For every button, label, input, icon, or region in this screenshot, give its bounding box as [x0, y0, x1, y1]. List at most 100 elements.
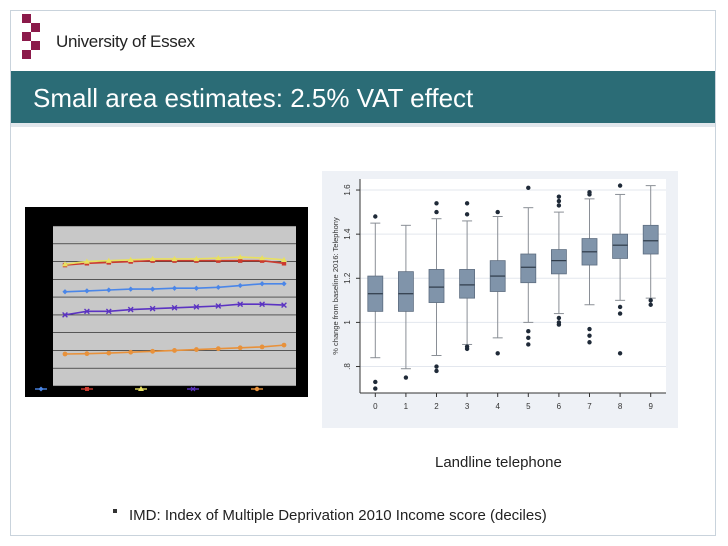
x-tick-label: 8 [618, 402, 623, 411]
box-5 [520, 185, 537, 347]
data-point [193, 303, 200, 310]
x-tick-label: 1 [404, 402, 409, 411]
outlier-point [373, 386, 378, 391]
outlier-point [526, 342, 531, 347]
data-point [128, 349, 134, 355]
outlier-point [556, 315, 562, 321]
data-point [150, 348, 155, 354]
data-point [172, 348, 177, 353]
data-point-stroke [193, 303, 200, 310]
data-point-stroke [127, 306, 134, 313]
outlier-point [617, 304, 623, 310]
data-point-stroke [62, 311, 68, 318]
outlier-point [373, 214, 378, 219]
data-point-stroke [84, 308, 90, 315]
x-tick-label: 3 [465, 402, 470, 411]
data-point-stroke [237, 301, 244, 308]
outlier-point [617, 311, 623, 316]
box-body [642, 224, 659, 255]
box-3 [459, 201, 476, 352]
data-point [171, 255, 178, 262]
x-tick-label: 0 [373, 402, 378, 411]
data-point [171, 285, 178, 291]
outlier-point [556, 194, 562, 199]
y-tick-label: 1.4 [343, 228, 352, 240]
data-point [62, 261, 68, 267]
outlier-point [373, 379, 378, 385]
data-point-stroke [105, 308, 112, 315]
bullet-marker [113, 509, 117, 514]
outlier-point [434, 209, 439, 215]
outlier-point [434, 201, 439, 206]
data-point [237, 254, 244, 260]
x-tick-label: 5 [526, 402, 531, 411]
box-body [398, 271, 414, 312]
y-tick-label: .8 [343, 363, 352, 370]
data-point [84, 308, 90, 315]
data-point [62, 289, 68, 295]
outlier-point [526, 185, 531, 191]
logo-square [22, 14, 31, 23]
data-point [149, 305, 156, 312]
data-point-stroke [149, 305, 156, 312]
outlier-point [587, 326, 592, 332]
data-point [281, 342, 287, 348]
outlier-point [587, 340, 592, 345]
data-point-stroke [281, 302, 287, 309]
data-point [127, 256, 134, 262]
data-point [106, 350, 112, 356]
x-tick-label: 2 [434, 402, 439, 411]
box-body [428, 269, 445, 303]
data-point [84, 351, 90, 357]
box-7 [581, 190, 598, 345]
box-1 [398, 224, 414, 380]
data-point-stroke [259, 301, 265, 308]
outlier-point [587, 333, 592, 338]
title-bar: Small area estimates: 2.5% VAT effect [11, 71, 715, 127]
data-point [193, 255, 200, 262]
university-name: University of Essex [56, 32, 195, 51]
y-tick-label: 1 [343, 320, 352, 325]
outlier-point [556, 203, 562, 208]
data-point [171, 304, 178, 311]
data-point [216, 258, 221, 263]
data-point [62, 311, 68, 318]
logo-square [22, 50, 31, 59]
data-point [281, 261, 287, 266]
outlier-point [648, 302, 653, 307]
data-point [259, 301, 265, 308]
data-point [238, 258, 243, 263]
x-tick-label: 6 [557, 402, 562, 411]
legend-marker [138, 386, 144, 391]
data-point [106, 287, 112, 293]
slide-frame [10, 10, 716, 536]
data-point [259, 258, 265, 263]
data-point [215, 346, 221, 352]
legend-marker [38, 386, 44, 392]
box-0 [367, 214, 384, 391]
data-point [259, 255, 266, 261]
box-body [459, 269, 476, 299]
data-point [215, 255, 222, 261]
slide-title: Small area estimates: 2.5% VAT effect [33, 83, 474, 113]
x-tick-label: 4 [495, 402, 500, 411]
data-point [105, 257, 112, 263]
outlier-point [526, 335, 531, 341]
line-chart [25, 207, 308, 397]
outlier-point [556, 320, 562, 325]
y-tick-label: 1.6 [343, 184, 352, 196]
outlier-point [617, 183, 623, 188]
legend-marker [254, 386, 260, 392]
outlier-point [587, 190, 592, 195]
box-4 [489, 209, 506, 356]
box-body [550, 249, 567, 275]
outlier-point [464, 201, 470, 206]
outlier-point [434, 368, 439, 374]
university-logo [22, 14, 40, 59]
y-axis-label: % change from baseline 2016: Telephony [331, 217, 340, 355]
data-point-stroke [215, 303, 222, 309]
outlier-point [526, 329, 531, 334]
plot-area [53, 226, 296, 386]
box-8 [612, 183, 629, 356]
logo-square [22, 32, 31, 41]
